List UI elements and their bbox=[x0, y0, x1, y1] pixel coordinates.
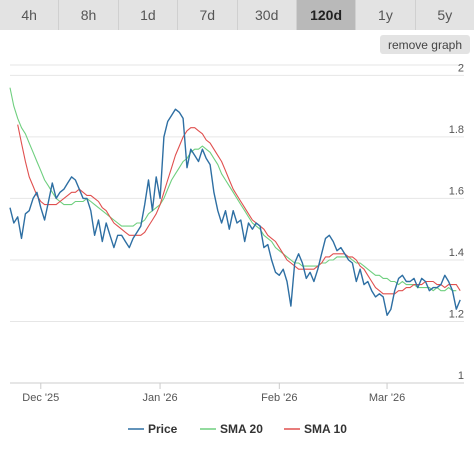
chart-series bbox=[9, 87, 461, 316]
y-tick-label: 2 bbox=[458, 62, 464, 74]
x-tick-label: Dec '25 bbox=[22, 392, 59, 404]
series-line-sma-10 bbox=[17, 124, 461, 295]
y-tick-label: 1.4 bbox=[449, 247, 464, 259]
legend-item-label[interactable]: SMA 20 bbox=[220, 422, 263, 436]
tab-1d[interactable]: 1d bbox=[119, 0, 179, 30]
x-tick-label: Feb '26 bbox=[261, 392, 297, 404]
time-range-tabs: 4h 8h 1d 7d 30d 120d 1y 5y bbox=[0, 0, 474, 30]
tab-4h[interactable]: 4h bbox=[0, 0, 60, 30]
x-tick-label: Jan '26 bbox=[142, 392, 177, 404]
chart-legend: Price SMA 20 SMA 10 bbox=[128, 422, 347, 436]
y-tick-label: 1.2 bbox=[449, 308, 464, 320]
tab-1y[interactable]: 1y bbox=[356, 0, 416, 30]
y-tick-label: 1.8 bbox=[449, 124, 464, 136]
x-axis: Dec '25 Jan '26 Feb '26 Mar '26 bbox=[22, 383, 405, 404]
tab-120d[interactable]: 120d bbox=[296, 0, 357, 30]
tab-5y[interactable]: 5y bbox=[437, 7, 453, 23]
legend-item-label[interactable]: Price bbox=[148, 422, 178, 436]
tab-7d[interactable]: 7d bbox=[178, 0, 238, 30]
remove-graph-button[interactable]: remove graph bbox=[379, 35, 470, 54]
tab-8h[interactable]: 8h bbox=[59, 0, 119, 30]
tab-30d[interactable]: 30d bbox=[238, 0, 297, 30]
chart-grid: 1 1.2 1.4 1.6 1.8 2 bbox=[10, 62, 464, 384]
legend-item-label[interactable]: SMA 10 bbox=[304, 422, 347, 436]
x-tick-label: Mar '26 bbox=[369, 392, 405, 404]
y-tick-label: 1 bbox=[458, 370, 464, 382]
series-line-sma-20 bbox=[9, 87, 457, 292]
series-line-price bbox=[9, 108, 461, 316]
y-tick-label: 1.6 bbox=[449, 185, 464, 197]
